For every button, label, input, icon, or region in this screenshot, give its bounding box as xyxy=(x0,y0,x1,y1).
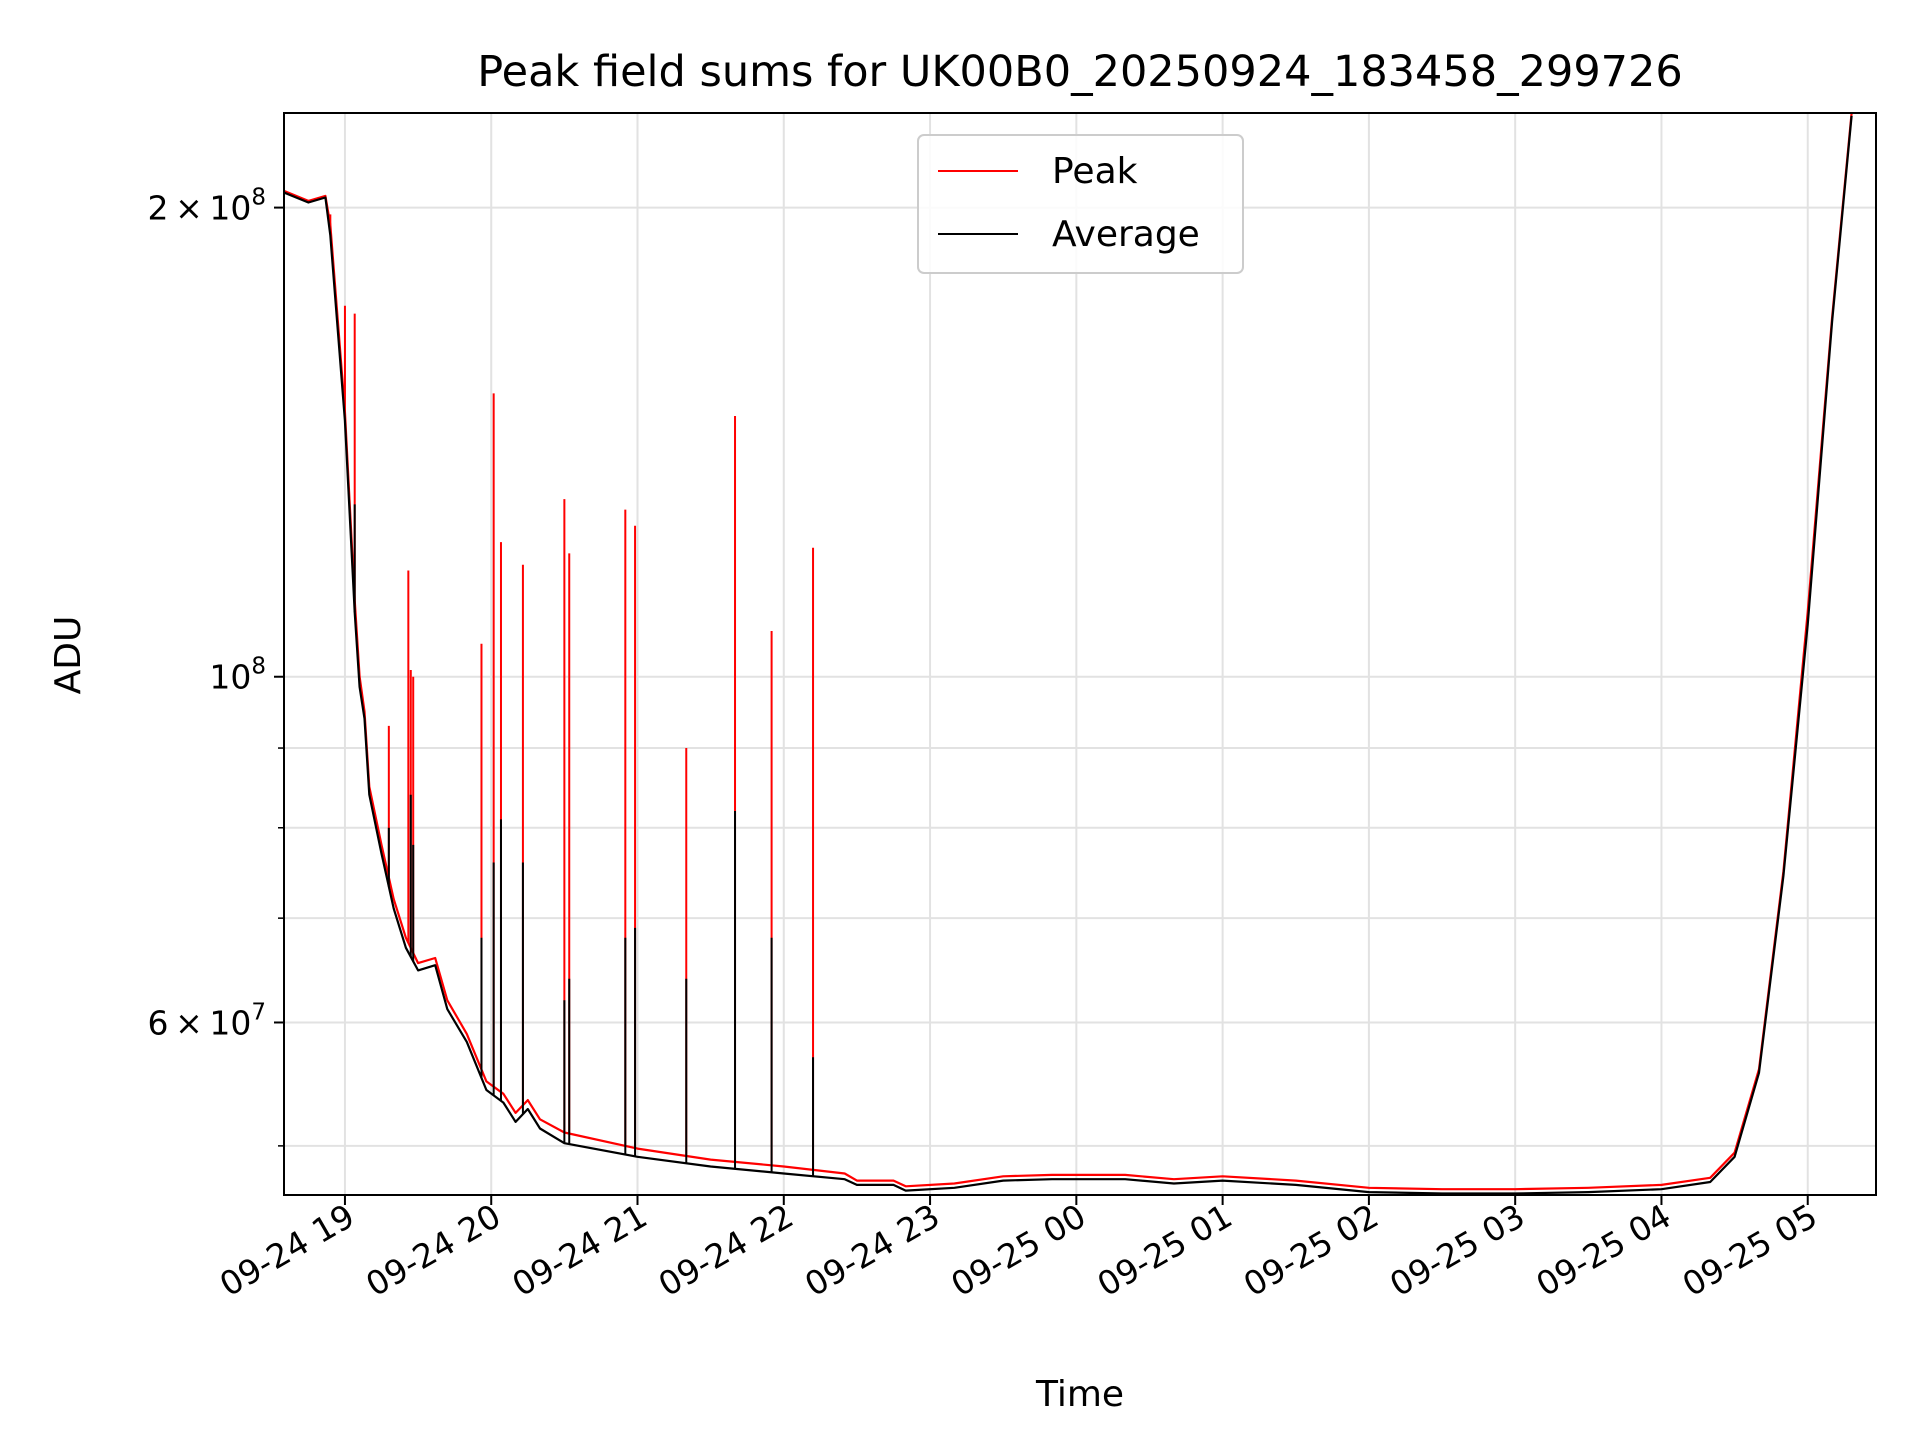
y-axis-label: ADU xyxy=(48,616,89,695)
grid xyxy=(284,113,1876,1195)
x-axis-label: Time xyxy=(1035,1374,1124,1415)
chart-title: Peak field sums for UK00B0_20250924_1834… xyxy=(477,47,1683,97)
legend-label-average: Average xyxy=(1052,214,1200,255)
y-tick-label: 2 × 108 xyxy=(148,185,266,228)
legend-label-peak: Peak xyxy=(1052,151,1138,192)
series-average xyxy=(284,115,1853,1195)
y-tick-label: 6 × 107 xyxy=(148,999,266,1042)
y-axis: 2 × 108 108 6 × 107 xyxy=(148,185,284,1147)
legend-box xyxy=(917,134,1244,274)
series-line-average xyxy=(284,115,1853,1195)
y-tick-label: 108 xyxy=(209,654,266,697)
plot-frame xyxy=(283,112,1877,1196)
series-layer xyxy=(284,113,1853,1195)
legend: Peak Average xyxy=(917,134,1244,274)
